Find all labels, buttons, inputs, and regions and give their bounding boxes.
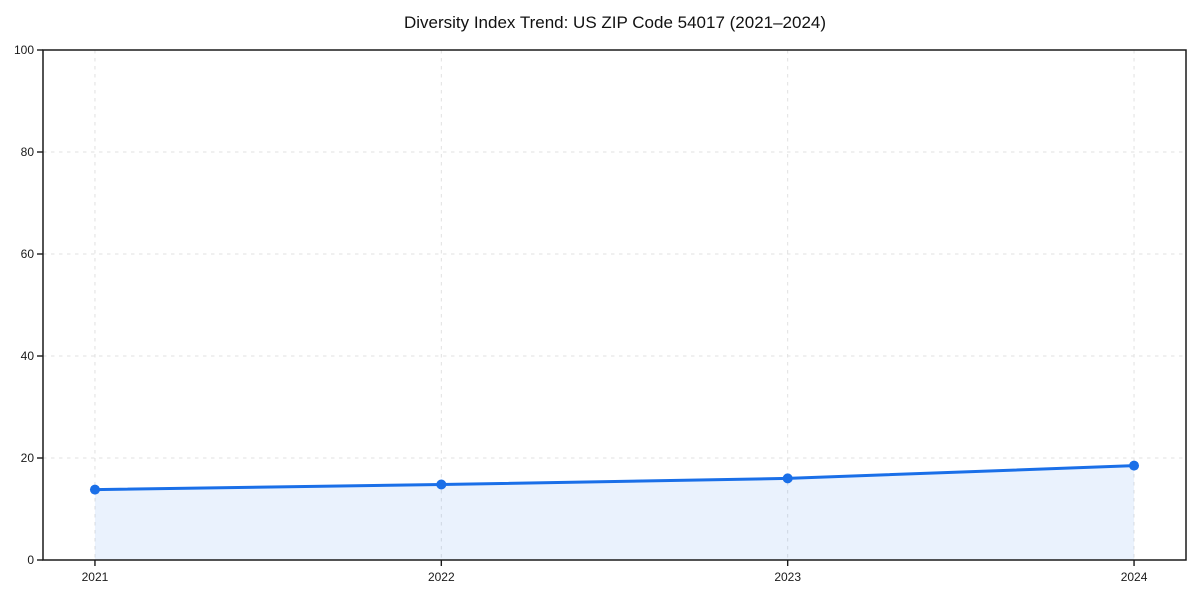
plot-border <box>42 49 1187 561</box>
data-point-marker <box>782 473 793 484</box>
y-tick-label: 0 <box>27 553 34 567</box>
data-point-marker <box>89 484 100 495</box>
y-tick-label: 20 <box>21 451 35 465</box>
data-point-marker <box>436 479 447 490</box>
y-tick-label: 80 <box>21 145 35 159</box>
y-tick-label: 100 <box>14 43 34 57</box>
x-tick-label: 2024 <box>1121 570 1148 584</box>
chart-title: Diversity Index Trend: US ZIP Code 54017… <box>404 13 826 32</box>
x-tick-label: 2022 <box>428 570 455 584</box>
trend-line <box>93 464 1136 492</box>
axes-layer: 0 20 40 60 80 100 2021 2022 2023 2024 <box>14 43 1187 584</box>
x-tick-label: 2021 <box>82 570 109 584</box>
area-fill <box>94 465 1135 560</box>
y-tick-label: 60 <box>21 247 35 261</box>
y-tick-label: 40 <box>21 349 35 363</box>
data-point-marker <box>1129 460 1140 471</box>
series-layer <box>89 460 1140 560</box>
x-tick-label: 2023 <box>774 570 801 584</box>
